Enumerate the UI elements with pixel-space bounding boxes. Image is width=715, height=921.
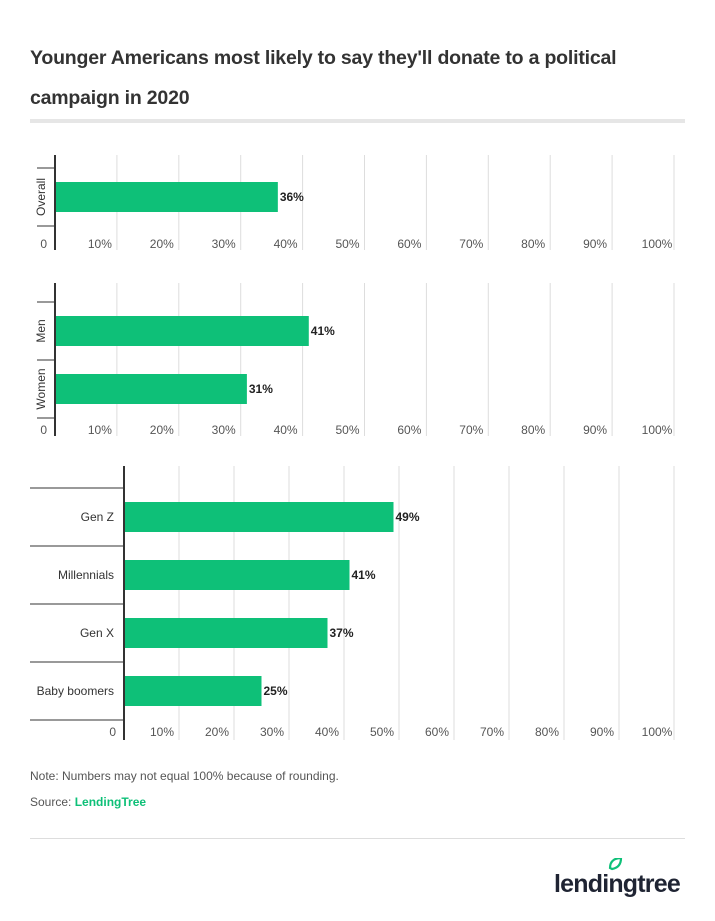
tick-label: 80%	[521, 237, 545, 251]
bar	[124, 618, 328, 648]
tick-label: 90%	[583, 237, 607, 251]
tick-label: 30%	[212, 237, 236, 251]
tick-label: 30%	[260, 725, 284, 739]
title-divider	[30, 119, 685, 123]
data-label: 41%	[352, 568, 376, 582]
source-link[interactable]: LendingTree	[74, 795, 147, 809]
tick-label: 0	[40, 423, 47, 437]
tick-label: 50%	[370, 725, 394, 739]
tick-label: 100%	[642, 423, 673, 437]
tick-label: 10%	[88, 423, 112, 437]
tick-label: 60%	[397, 423, 421, 437]
tick-label: 50%	[335, 237, 359, 251]
data-label: 37%	[330, 626, 354, 640]
tick-label: 50%	[335, 423, 359, 437]
data-label: 25%	[264, 684, 288, 698]
tick-label: 40%	[274, 237, 298, 251]
bar	[55, 374, 247, 404]
bar	[124, 560, 350, 590]
lendingtree-logo: lendingtree	[554, 858, 682, 898]
tick-label: 10%	[150, 725, 174, 739]
category-label: Men	[34, 319, 48, 342]
note-text: Note: Numbers may not equal 100% because…	[30, 769, 339, 783]
logo-text: lendingtree	[554, 870, 681, 898]
tick-label: 10%	[88, 237, 112, 251]
bar	[55, 182, 278, 212]
category-label: Women	[34, 368, 48, 409]
tick-label: 0	[109, 725, 116, 739]
tick-label: 20%	[150, 423, 174, 437]
tick-label: 60%	[425, 725, 449, 739]
tick-label: 100%	[642, 237, 673, 251]
tick-label: 90%	[583, 423, 607, 437]
data-label: 31%	[249, 382, 273, 396]
tick-label: 70%	[480, 725, 504, 739]
tick-label: 60%	[397, 237, 421, 251]
tick-label: 40%	[274, 423, 298, 437]
tick-label: 20%	[150, 237, 174, 251]
category-label: Gen Z	[81, 510, 114, 524]
tick-label: 40%	[315, 725, 339, 739]
bar	[124, 502, 394, 532]
leaf-icon	[608, 858, 623, 871]
chart-title: Younger Americans most likely to say the…	[30, 47, 617, 109]
category-label: Gen X	[80, 626, 114, 640]
tick-label: 80%	[535, 725, 559, 739]
data-label: 36%	[280, 190, 304, 204]
tick-label: 20%	[205, 725, 229, 739]
tick-label: 70%	[459, 423, 483, 437]
data-label: 41%	[311, 324, 335, 338]
data-label: 49%	[396, 510, 420, 524]
tick-label: 90%	[590, 725, 614, 739]
category-label: Millennials	[58, 568, 114, 582]
tick-label: 80%	[521, 423, 545, 437]
bar	[124, 676, 262, 706]
category-label: Overall	[34, 178, 48, 216]
footer-divider	[30, 838, 685, 839]
category-label: Baby boomers	[37, 684, 114, 698]
source-line: Source: LendingTree	[30, 795, 146, 809]
tick-label: 70%	[459, 237, 483, 251]
bar	[55, 316, 309, 346]
source-label: Source:	[30, 795, 72, 809]
tick-label: 30%	[212, 423, 236, 437]
tick-label: 100%	[642, 725, 673, 739]
tick-label: 0	[40, 237, 47, 251]
